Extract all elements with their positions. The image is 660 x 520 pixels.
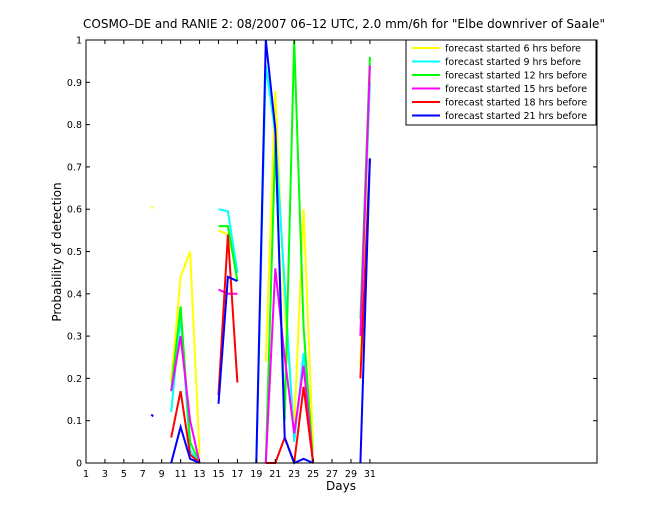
legend: forecast started 6 hrs before forecast st… [405, 39, 597, 126]
x-tick-label: 21 [269, 469, 281, 480]
legend-label-3: forecast started 12 hrs before [445, 71, 587, 82]
legend-label-4: forecast started 15 hrs before [445, 84, 587, 95]
series-6-line-segment-1 [150, 413, 154, 418]
x-tick-label: 25 [307, 469, 319, 480]
x-tick-label: 29 [345, 469, 357, 480]
plot-area [150, 39, 371, 465]
x-tick-label: 23 [288, 469, 300, 480]
series-4-line-segment-4 [359, 65, 371, 337]
x-tick-label: 1 [83, 469, 89, 480]
x-axis-label: Days [326, 479, 356, 493]
legend-label-1: forecast started 6 hrs before [445, 44, 581, 55]
y-tick-label: 0.1 [67, 416, 82, 427]
x-tick-label: 9 [159, 469, 165, 480]
legend-box [405, 39, 597, 126]
y-axis-label: Probability of detection [50, 182, 64, 321]
x-tick-label: 17 [231, 469, 243, 480]
series-5-line-segment-1 [170, 390, 201, 464]
y-tick-label: 0.7 [67, 162, 82, 173]
series-1-line-segment-1 [150, 206, 154, 209]
y-tick-label: 0.9 [67, 78, 82, 89]
y-tick-label: 0.4 [67, 289, 82, 300]
legend-label-6: forecast started 21 hrs before [445, 111, 587, 122]
y-tick-label: 0.2 [67, 374, 82, 385]
y-tick-label: 1 [76, 36, 82, 47]
y-tick-label: 0.5 [67, 247, 82, 258]
y-axis: 0 0.1 0.2 0.3 0.4 0.5 0.6 0.7 0.8 0.9 1 [67, 36, 597, 470]
x-tick-label: 27 [326, 469, 338, 480]
series-5-line-segment-2 [217, 234, 239, 396]
series-3-line-segment-3 [264, 39, 315, 464]
y-tick-label: 0.8 [67, 120, 82, 131]
series-4-line-segment-1 [170, 335, 201, 464]
series-1-line-segment-2 [170, 251, 201, 455]
y-tick-label: 0 [76, 459, 82, 470]
x-tick-label: 11 [175, 469, 187, 480]
x-axis: 1 3 5 7 9 11 13 15 17 19 21 23 25 27 29 31 [83, 40, 376, 480]
legend-label-2: forecast started 9 hrs before [445, 57, 581, 68]
legend-label-5: forecast started 18 hrs before [445, 98, 587, 109]
series-6-line-segment-5 [359, 158, 371, 464]
series-2-line-segment-2 [218, 208, 239, 273]
x-tick-label: 15 [212, 469, 224, 480]
y-tick-label: 0.6 [67, 205, 82, 216]
x-tick-label: 31 [364, 469, 376, 480]
x-tick-label: 7 [140, 469, 146, 480]
x-tick-label: 3 [102, 469, 108, 480]
series-4-line-segment-3 [264, 268, 315, 464]
x-tick-label: 19 [250, 469, 262, 480]
x-tick-label: 5 [121, 469, 127, 480]
series-3-line-segment-2 [218, 225, 239, 282]
series-6-line-segment-2 [170, 423, 201, 464]
x-tick-label: 13 [194, 469, 206, 480]
chart-title: COSMO–DE and RANIE 2: 08/2007 06–12 UTC,… [83, 17, 605, 31]
series-4-line-segment-2 [218, 288, 238, 295]
y-tick-label: 0.3 [67, 332, 82, 343]
series-6-line-segment-3 [217, 275, 238, 404]
